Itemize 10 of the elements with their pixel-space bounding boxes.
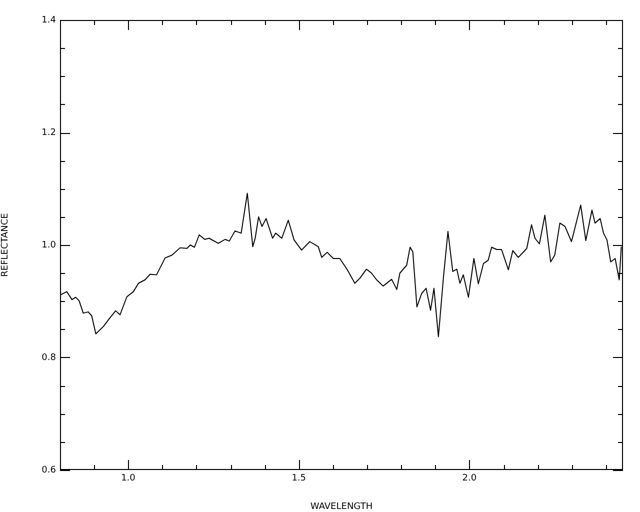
x-tick-label: 1.5 [292,474,306,484]
y-tick-label: 1.2 [42,128,56,138]
y-tick-label: 0.8 [42,352,56,363]
y-tick-label: 1.4 [42,15,56,26]
y-tick-label: 1.0 [42,240,56,250]
x-axis-title: WAVELENGTH [310,502,373,512]
y-axis-title: REFLECTANCE [0,212,11,277]
y-tick-label: 0.6 [42,465,56,476]
x-tick-label: 1.0 [121,474,136,484]
x-tick-label: 2.0 [462,474,477,484]
